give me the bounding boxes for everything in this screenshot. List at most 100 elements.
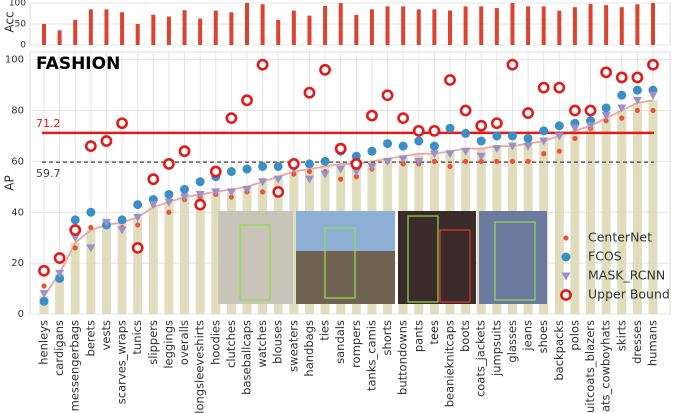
acc-bar [245, 3, 249, 45]
point [39, 296, 49, 306]
legend-marker [563, 235, 569, 241]
point [509, 158, 516, 164]
point [258, 161, 268, 171]
x-tick-label: pants [411, 320, 425, 352]
y-tick-label: 0 [18, 309, 24, 320]
box [407, 215, 439, 303]
x-tick-label: blouses [271, 320, 285, 364]
point [366, 109, 378, 122]
legend-label: MASK_RCNN [588, 268, 665, 283]
point [41, 283, 47, 289]
point [304, 175, 314, 184]
acc-bar [166, 16, 171, 45]
acc-bar [307, 15, 312, 45]
acc-bar [604, 5, 609, 46]
point [463, 158, 469, 164]
point [338, 176, 344, 182]
point [178, 145, 191, 158]
acc-bar [526, 6, 531, 45]
point [586, 122, 596, 131]
point [100, 135, 113, 147]
point [353, 174, 359, 180]
point [494, 158, 500, 164]
x-tick-label: tanks_camis [364, 320, 378, 391]
point [291, 171, 297, 177]
point [135, 222, 141, 228]
point [428, 124, 441, 137]
point [225, 112, 238, 125]
x-tick-label: watches [255, 320, 269, 368]
bar [195, 194, 205, 314]
point [444, 74, 456, 86]
x-tick-label: buttondowns [396, 320, 410, 395]
point [537, 81, 550, 94]
point [619, 115, 625, 121]
point [133, 213, 143, 222]
x-tick-label: shorts [380, 320, 394, 356]
point [507, 131, 517, 141]
point [615, 71, 628, 84]
x-tick-label: sweaters [286, 320, 300, 372]
point [634, 107, 640, 114]
x-tick-label: jumpsuits [489, 320, 503, 377]
x-tick-label: skirts [614, 320, 628, 351]
y-axis-label: AP [3, 175, 17, 190]
point [86, 207, 96, 217]
y-tick-label: 100 [9, 0, 26, 9]
sky [296, 211, 395, 251]
point [88, 224, 94, 231]
point [304, 159, 314, 169]
point [260, 189, 266, 195]
bar [632, 102, 642, 315]
point [273, 175, 283, 184]
point [55, 273, 65, 283]
point [147, 173, 160, 186]
point [569, 104, 581, 117]
point [445, 123, 455, 133]
point [148, 201, 158, 210]
point [584, 104, 597, 117]
bar [648, 100, 658, 314]
image [479, 211, 547, 304]
point [287, 158, 300, 170]
x-tick-label: longsleeveshirts [193, 320, 207, 413]
point [492, 145, 502, 154]
x-tick-label: slippers [146, 320, 160, 365]
point [478, 158, 484, 164]
legend-label: Upper Bound [588, 287, 670, 302]
point [226, 167, 236, 177]
bar [180, 196, 190, 314]
y-tick-label: 60 [11, 156, 24, 167]
x-tick-label: sandals [333, 320, 347, 364]
acc-bar [494, 8, 499, 45]
acc-bar [42, 24, 46, 45]
reference-label: 71.2 [36, 117, 61, 130]
point [429, 150, 439, 159]
x-tick-label: henleys [37, 320, 51, 365]
point [476, 136, 486, 146]
acc-bar [479, 6, 484, 45]
point [55, 269, 65, 278]
bar [148, 207, 158, 314]
point [412, 124, 425, 137]
x-tick-label: dresses [630, 320, 644, 364]
point [523, 133, 533, 143]
point [523, 142, 533, 151]
acc-bar [260, 4, 265, 46]
point [241, 94, 253, 107]
point [195, 190, 205, 199]
legend-marker [561, 272, 571, 281]
bar [554, 135, 564, 314]
point [617, 104, 627, 113]
image [218, 211, 293, 304]
y-tick-label: 0 [20, 41, 26, 51]
acc-bar [198, 18, 203, 45]
bar [101, 224, 111, 314]
point [459, 104, 472, 117]
bar [586, 125, 596, 314]
point [272, 186, 285, 198]
point [180, 184, 190, 194]
x-tick-label: handbags [302, 320, 316, 377]
bar [133, 217, 143, 314]
point [70, 234, 80, 243]
